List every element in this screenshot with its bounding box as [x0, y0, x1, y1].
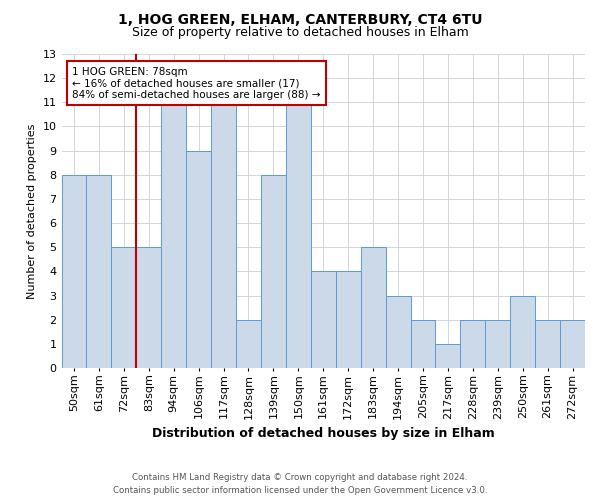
Bar — [410, 320, 436, 368]
Bar — [136, 247, 161, 368]
Bar — [560, 320, 585, 368]
Text: 1, HOG GREEN, ELHAM, CANTERBURY, CT4 6TU: 1, HOG GREEN, ELHAM, CANTERBURY, CT4 6TU — [118, 12, 482, 26]
Bar — [62, 175, 86, 368]
Bar — [361, 247, 386, 368]
Y-axis label: Number of detached properties: Number of detached properties — [27, 124, 37, 298]
Bar — [485, 320, 510, 368]
Bar — [436, 344, 460, 368]
Bar — [261, 175, 286, 368]
Bar — [236, 320, 261, 368]
Text: Size of property relative to detached houses in Elham: Size of property relative to detached ho… — [131, 26, 469, 39]
Bar — [535, 320, 560, 368]
Bar — [112, 247, 136, 368]
Bar — [336, 272, 361, 368]
Bar — [311, 272, 336, 368]
Bar — [286, 102, 311, 368]
Bar — [386, 296, 410, 368]
Bar — [86, 175, 112, 368]
Text: Contains HM Land Registry data © Crown copyright and database right 2024.
Contai: Contains HM Land Registry data © Crown c… — [113, 474, 487, 495]
X-axis label: Distribution of detached houses by size in Elham: Distribution of detached houses by size … — [152, 427, 494, 440]
Bar — [211, 102, 236, 368]
Bar — [186, 150, 211, 368]
Bar — [510, 296, 535, 368]
Bar — [161, 102, 186, 368]
Bar — [460, 320, 485, 368]
Text: 1 HOG GREEN: 78sqm
← 16% of detached houses are smaller (17)
84% of semi-detache: 1 HOG GREEN: 78sqm ← 16% of detached hou… — [72, 66, 320, 100]
